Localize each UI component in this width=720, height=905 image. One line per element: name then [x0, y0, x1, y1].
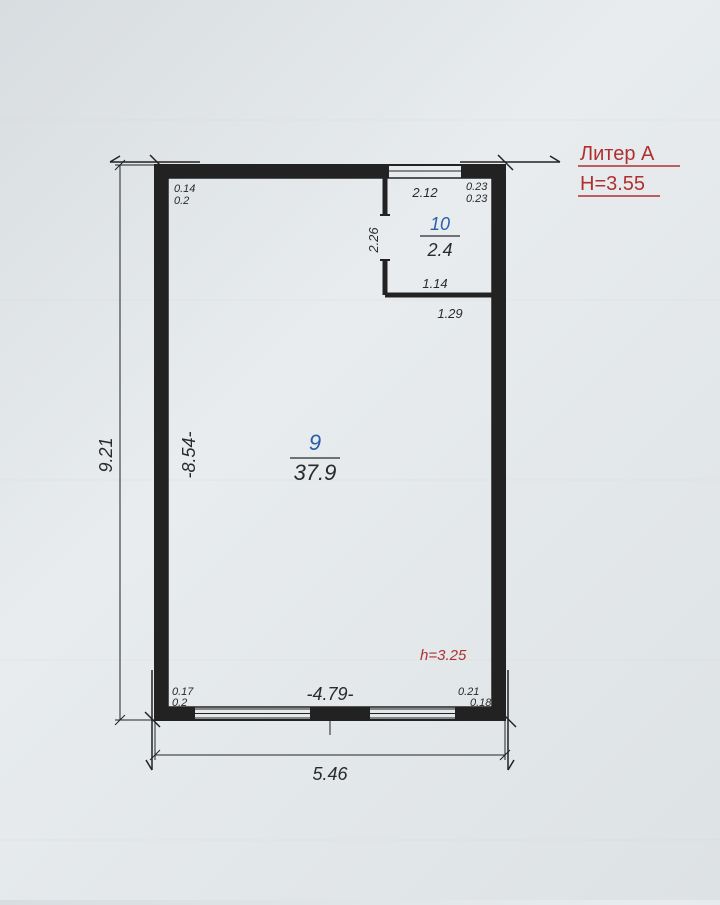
dim-small-tr1: 0.23: [466, 181, 488, 193]
window-bottom-right: [370, 709, 455, 718]
room-small-area: 2.4: [426, 240, 452, 260]
floor-plan-svg: Литер А H=3.55: [0, 0, 720, 900]
dim-inner-width: -4.79-: [306, 684, 353, 704]
room-main-label: 9 37.9: [290, 430, 340, 485]
window-bottom-left: [195, 709, 310, 718]
room-main-number: 9: [309, 430, 321, 455]
dim-small-left: 2.26: [366, 227, 381, 254]
dim-bl-2: 0.2: [172, 697, 187, 709]
header-block: Литер А H=3.55: [578, 143, 680, 196]
room-small-number: 10: [430, 214, 450, 234]
dim-small-top: 2.12: [411, 185, 438, 200]
room-small-label: 10 2.4: [420, 214, 460, 260]
floor-plan-sheet: Литер А H=3.55: [0, 0, 720, 900]
height-label: H=3.55: [580, 173, 645, 195]
dim-outer-height: 9.21: [96, 437, 116, 472]
dim-tl-1: 0.14: [174, 183, 195, 195]
dim-left-outer: [115, 160, 155, 725]
dim-tl-2: 0.2: [174, 195, 189, 207]
paper-grid: [0, 120, 720, 840]
ceiling-height-note: h=3.25: [420, 647, 467, 664]
dim-br-2: 0.18: [470, 697, 492, 709]
dim-right-below-small: 1.29: [437, 306, 462, 321]
room-main-area: 37.9: [294, 460, 337, 485]
liter-label: Литер А: [580, 143, 655, 165]
dim-outer-width: 5.46: [312, 764, 348, 784]
dim-small-bottom: 1.14: [422, 276, 447, 291]
dim-inner-height: -8.54-: [179, 431, 199, 478]
dim-small-tr2: 0.23: [466, 193, 488, 205]
